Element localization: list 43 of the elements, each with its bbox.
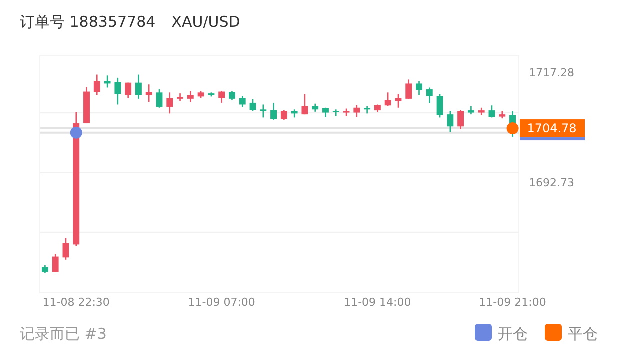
x-tick-label: 11-09 07:00: [188, 296, 256, 309]
x-tick-label: 11-09 14:00: [344, 296, 412, 309]
candlestick: [94, 74, 100, 96]
candlestick: [166, 92, 174, 114]
candlestick: [52, 253, 59, 274]
candlestick: [395, 94, 402, 109]
candlestick: [218, 90, 226, 104]
candlestick: [322, 107, 329, 118]
x-tick-label: 11-08 22:30: [42, 296, 110, 309]
text: 记录而已 #3: [20, 325, 107, 343]
candlestick: [354, 104, 360, 118]
chart-title: 订单号 188357784: [20, 13, 156, 31]
candlestick: [104, 75, 111, 88]
ref-line-label: 1704.78: [527, 122, 577, 136]
candlestick: [187, 90, 194, 103]
candlestick: [426, 87, 433, 104]
chart-subtitle: XAU/USD: [172, 13, 240, 31]
legend-label: 平仓: [568, 325, 598, 343]
candlestick: [135, 74, 142, 100]
candlestick: [406, 79, 412, 100]
candlestick: [280, 109, 288, 121]
candlestick: [384, 92, 392, 107]
candlestick: [436, 94, 444, 118]
candlestick: [156, 88, 163, 109]
candlestick: [125, 82, 132, 99]
candlestick: [146, 84, 152, 103]
x-tick-label: 11-09 21:00: [479, 296, 546, 309]
y-tick-label: 1692.73: [529, 176, 574, 190]
y-tick-label: 1717.28: [529, 66, 574, 80]
candlestick: [250, 98, 256, 112]
legend-label: 开仓: [498, 325, 528, 343]
candlestick: [114, 77, 122, 106]
candlestick: [62, 238, 70, 261]
ref-label: 1704.78: [520, 120, 585, 141]
candlestick: [447, 110, 454, 133]
candlestick: [458, 109, 464, 130]
candlestick: [302, 93, 308, 116]
candlestick: [416, 80, 422, 96]
candlestick: [239, 96, 246, 108]
candlestick: [260, 104, 267, 118]
candlestick: [270, 102, 278, 121]
candlestick: [332, 109, 340, 118]
candlestick: [488, 104, 496, 118]
